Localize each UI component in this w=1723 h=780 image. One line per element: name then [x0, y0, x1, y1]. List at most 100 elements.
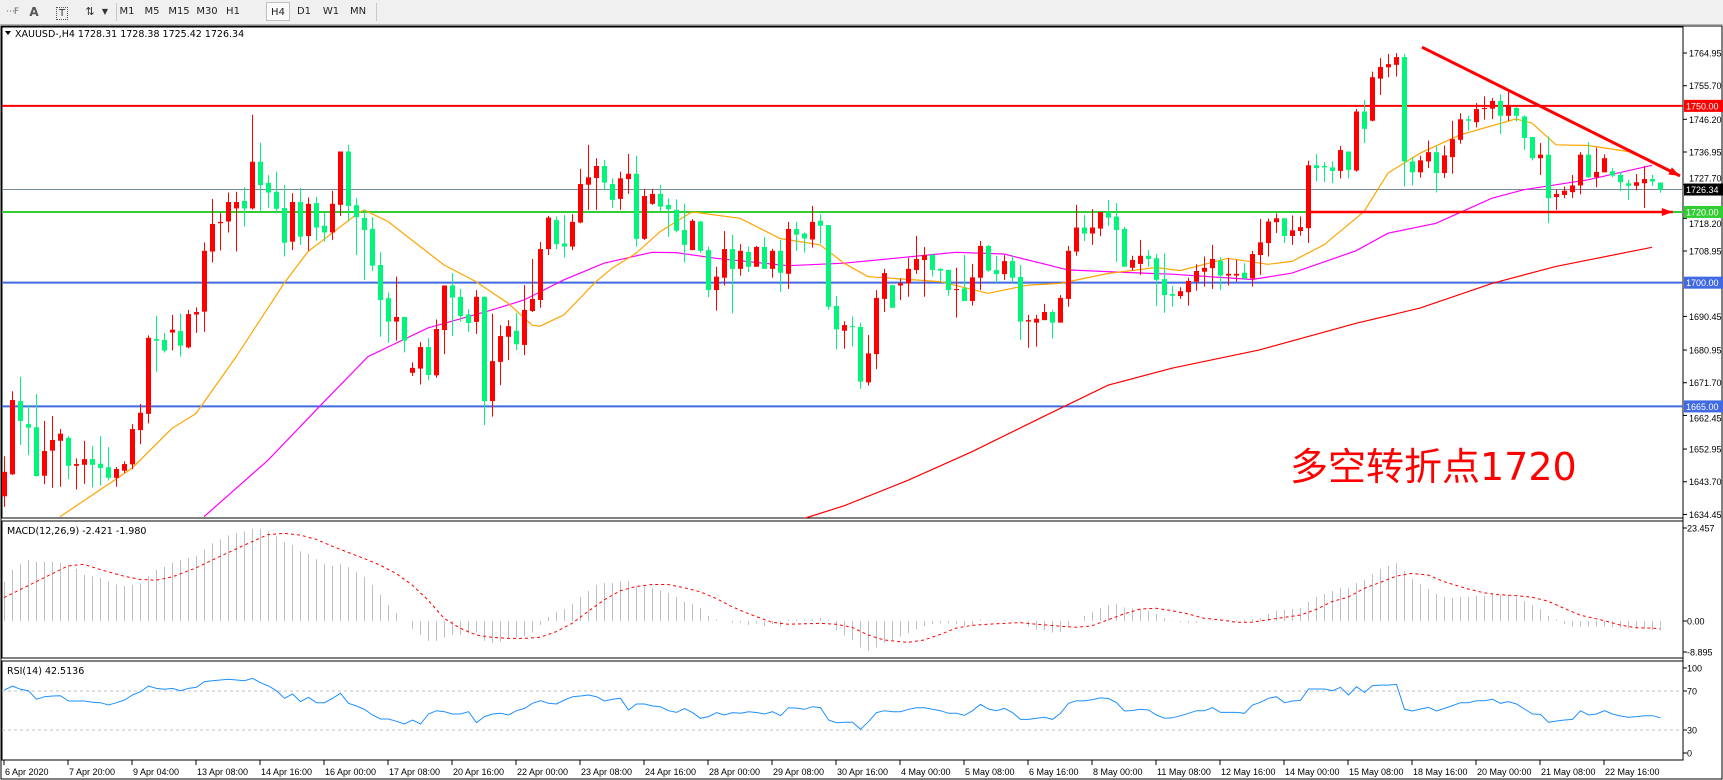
candle-body: [1218, 260, 1223, 276]
candle-up: [1490, 98, 1495, 119]
timeframe-m30[interactable]: M30: [196, 6, 218, 17]
toolbar: ⋯F A T ⇅ ▼ M1 M5 M15 M30 H1 H4 D1 W1 MN: [0, 0, 1723, 25]
y-tick-label: 1671.70: [1689, 378, 1722, 388]
macd-tick-label: 23.457: [1687, 524, 1715, 534]
text-icon[interactable]: A: [29, 5, 39, 19]
x-tick-label: 29 Apr 08:00: [773, 767, 824, 777]
toolbar-separator: [376, 3, 377, 21]
candle-body: [266, 182, 271, 193]
timeframe-w1[interactable]: W1: [322, 6, 340, 17]
candle-up: [1130, 255, 1135, 271]
candle-body: [1034, 318, 1039, 323]
timeframe-h4[interactable]: H4: [266, 2, 290, 21]
candle-body: [1418, 160, 1423, 173]
candle-up: [522, 285, 527, 356]
macd-signal-line: [3, 532, 1661, 643]
candle-body: [482, 296, 487, 402]
candle-up: [202, 242, 207, 332]
candle-body: [1626, 183, 1631, 186]
candle-down: [794, 221, 799, 251]
candle-down: [178, 313, 183, 357]
candle-body: [1250, 254, 1255, 279]
candle-body: [1490, 100, 1495, 109]
candle-up: [1354, 109, 1359, 172]
candle-body: [1162, 279, 1167, 296]
candle-body: [1194, 270, 1199, 282]
candle-body: [738, 250, 743, 269]
candle-body: [346, 151, 351, 206]
candle-down: [778, 239, 783, 292]
candle-down: [106, 447, 111, 481]
candle-up: [1090, 209, 1095, 245]
candle-up: [874, 290, 879, 370]
candle-body: [162, 339, 167, 351]
candle-body: [250, 161, 255, 209]
candle-up: [1554, 189, 1559, 210]
candle-down: [1402, 53, 1407, 187]
candle-down: [1618, 171, 1623, 192]
macd-plot: [3, 529, 1661, 651]
candle-up: [882, 268, 887, 313]
candle-up: [1506, 92, 1511, 121]
candle-body: [1274, 218, 1279, 223]
candle-up: [842, 321, 847, 349]
fibonacci-icon[interactable]: ⋯F: [5, 7, 19, 17]
candle-down: [322, 212, 327, 242]
candle-body: [1586, 154, 1591, 178]
timeframe-m5[interactable]: M5: [144, 6, 160, 17]
arrows-icon[interactable]: ⇅: [85, 5, 95, 18]
text-label-icon[interactable]: T: [53, 3, 71, 21]
candle-up: [786, 221, 791, 290]
candle-body: [658, 193, 663, 207]
candle-body: [130, 429, 135, 465]
candle-down: [458, 289, 463, 322]
candle-up: [1458, 113, 1463, 144]
candle-body: [458, 296, 463, 316]
candle-up: [498, 325, 503, 386]
x-tick-label: 5 May 08:00: [965, 767, 1015, 777]
candle-body: [786, 228, 791, 274]
candle-down: [666, 198, 671, 237]
candle-down: [1114, 203, 1119, 262]
candle-body: [1426, 152, 1431, 162]
candle-up: [538, 241, 543, 308]
candle-down: [602, 159, 607, 191]
candle-body: [234, 202, 239, 209]
candle-body: [1570, 185, 1575, 193]
candle-up: [626, 153, 631, 194]
candle-body: [1482, 107, 1487, 110]
candle-up: [434, 319, 439, 378]
timeframe-d1[interactable]: D1: [296, 6, 312, 17]
candle-up: [1482, 96, 1487, 120]
candle-down: [762, 237, 767, 269]
candle-body: [762, 246, 767, 269]
timeframe-m15[interactable]: M15: [168, 6, 190, 17]
candle-body: [938, 268, 943, 271]
candle-down: [354, 198, 359, 256]
candle-up: [122, 461, 127, 473]
candle-up: [114, 466, 119, 487]
timeframe-mn[interactable]: MN: [349, 6, 367, 17]
candle-body: [1242, 272, 1247, 279]
chevron-down-icon[interactable]: ▼: [101, 7, 109, 16]
candle-body: [450, 285, 455, 298]
candle-down: [1154, 254, 1159, 307]
x-tick-label: 9 Apr 04:00: [133, 767, 179, 777]
candle-down: [1106, 199, 1111, 227]
candle-up: [1386, 53, 1391, 78]
candle-body: [90, 459, 95, 465]
candle-body: [970, 277, 975, 302]
candle-up: [1578, 152, 1583, 195]
candle-up: [418, 342, 423, 385]
candle-up: [1042, 303, 1047, 321]
candle-body: [370, 228, 375, 266]
candle-up: [906, 257, 911, 297]
candle-body: [290, 202, 295, 242]
candle-body: [10, 400, 15, 475]
timeframe-m1[interactable]: M1: [119, 6, 135, 17]
x-tick-label: 14 Apr 16:00: [261, 767, 312, 777]
timeframe-h1[interactable]: H1: [226, 6, 240, 17]
candle-body: [274, 191, 279, 209]
candle-body: [522, 309, 527, 345]
